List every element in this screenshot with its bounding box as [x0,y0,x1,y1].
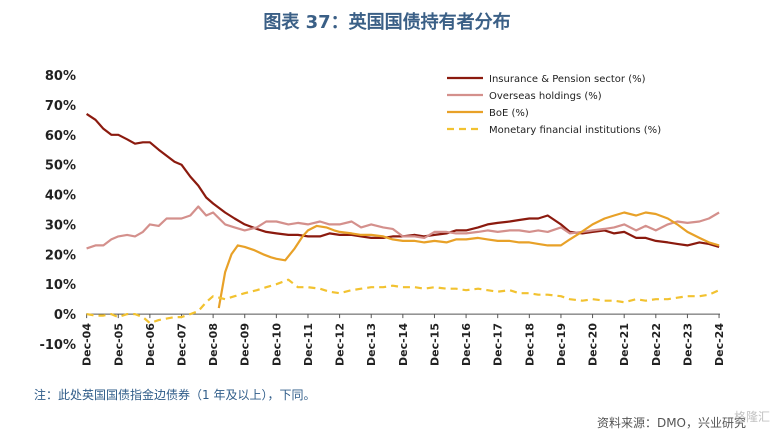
y-tick-label: 60% [45,129,76,144]
x-tick-label: Dec-08 [207,323,220,366]
legend-label: Overseas holdings (%) [489,91,602,102]
y-tick-label: 20% [45,248,76,263]
chart-title: 图表 37：英国国债持有者分布 [263,12,511,33]
y-tick-label: 70% [45,99,76,114]
x-tick-label: Dec-05 [112,323,125,366]
y-tick-label: -10% [39,338,76,353]
watermark-logo: 格隆汇 [733,410,770,424]
y-tick-label: 40% [45,189,76,204]
x-tick-label: Dec-10 [270,323,283,366]
series-layer [85,112,720,325]
x-axis: Dec-04 Dec-05 Dec-06 Dec-07 Dec-08 Dec-09 Dec-… [81,313,726,366]
x-tick-label: Dec-20 [587,323,600,366]
y-axis-labels: -10% 0% 10% 20% 30% 40% 50% 60% 70% 80% [39,69,76,353]
x-tick-label: Dec-15 [428,323,441,366]
x-tick-label: Dec-13 [365,323,378,366]
x-tick-label: Dec-19 [555,323,568,366]
legend-label: BoE (%) [489,108,529,119]
y-tick-label: 10% [45,278,76,293]
x-tick-label: Dec-23 [681,323,694,366]
series-line [85,112,720,248]
x-tick-label: Dec-21 [618,323,631,366]
x-tick-label: Dec-04 [81,323,94,366]
x-tick-label: Dec-16 [460,323,473,366]
y-tick-label: 80% [45,69,76,84]
x-tick-label: Dec-17 [492,323,505,366]
legend: Insurance & Pension sector (%) Overseas h… [447,74,661,136]
x-tick-label: Dec-22 [650,323,663,366]
x-tick-label: Dec-06 [144,323,157,366]
y-tick-label: 30% [45,218,76,233]
y-tick-label: 50% [45,159,76,174]
x-tick-label: Dec-18 [523,323,536,366]
series-line [86,205,720,250]
series-line [217,211,720,309]
series-line [86,278,720,325]
x-tick-label: Dec-24 [713,323,726,366]
chart-note: 注：此处英国国债指金边债券（1 年及以上），下同。 [34,388,316,402]
x-tick-label: Dec-14 [397,323,410,366]
y-tick-label: 0% [54,308,76,323]
legend-label: Monetary financial institutions (%) [489,125,661,136]
x-tick-label: Dec-11 [302,323,315,366]
x-tick-label: Dec-09 [239,323,252,366]
legend-label: Insurance & Pension sector (%) [489,74,646,85]
x-tick-label: Dec-12 [334,323,347,366]
x-tick-label: Dec-07 [175,323,188,366]
source-note: 资料来源：DMO，兴业研究 [596,416,746,430]
